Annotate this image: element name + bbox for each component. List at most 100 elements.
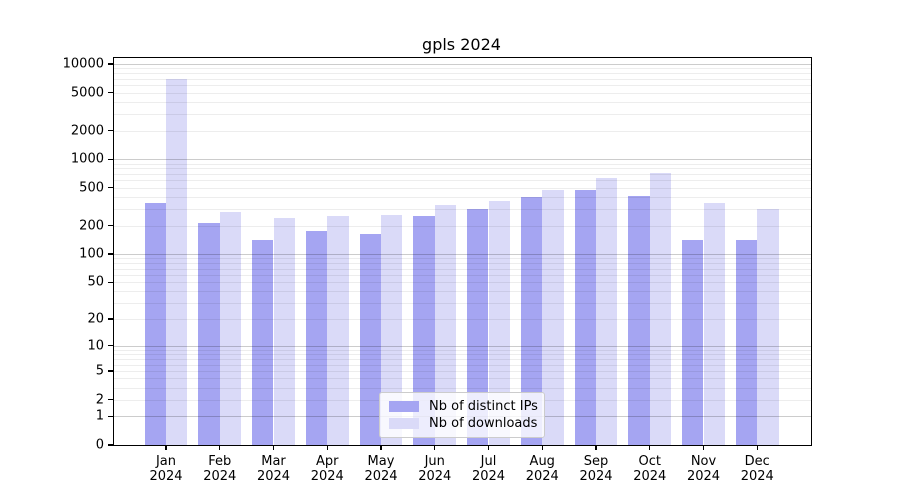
y-tick-mark bbox=[107, 92, 113, 94]
x-tick-mark bbox=[380, 446, 382, 451]
y-tick-label: 1000 bbox=[70, 151, 104, 167]
bar-distinct-ips bbox=[735, 240, 758, 445]
bar-distinct-ips bbox=[305, 231, 328, 445]
bar-downloads bbox=[273, 218, 295, 445]
bar-distinct-ips bbox=[144, 202, 166, 445]
x-tick-label: Apr 2024 bbox=[310, 454, 344, 484]
bar-downloads bbox=[327, 216, 349, 445]
x-tick-mark bbox=[541, 446, 543, 451]
x-tick-mark bbox=[272, 446, 275, 451]
y-gridline-minor bbox=[114, 73, 811, 75]
y-gridline-minor bbox=[114, 274, 811, 276]
bar-downloads bbox=[649, 172, 672, 445]
y-gridline-minor bbox=[114, 370, 811, 372]
y-tick-mark bbox=[107, 158, 113, 160]
y-gridline-minor bbox=[114, 163, 811, 165]
y-tick-mark bbox=[107, 398, 113, 401]
bar-distinct-ips bbox=[359, 233, 381, 445]
x-tick-mark bbox=[434, 446, 436, 451]
chart-title: gpls 2024 bbox=[422, 35, 501, 54]
x-tick-mark bbox=[702, 446, 705, 451]
x-tick-label: Nov 2024 bbox=[686, 454, 721, 484]
bar-distinct-ips bbox=[413, 216, 435, 445]
y-gridline-minor bbox=[114, 387, 811, 389]
y-gridline-major bbox=[114, 159, 811, 161]
bar-downloads bbox=[757, 208, 779, 445]
x-tick-label: Sep 2024 bbox=[579, 454, 613, 484]
y-tick-label: 50 bbox=[87, 274, 104, 290]
y-gridline-major bbox=[114, 254, 811, 256]
y-gridline-minor bbox=[114, 364, 811, 366]
y-tick-mark bbox=[107, 281, 113, 284]
bar-downloads bbox=[488, 201, 510, 445]
y-gridline-minor bbox=[114, 180, 811, 182]
bar-distinct-ips bbox=[252, 240, 274, 445]
x-tick-label: Dec 2024 bbox=[740, 454, 774, 484]
bar-downloads bbox=[219, 211, 242, 445]
y-tick-mark bbox=[107, 224, 113, 227]
y-gridline-minor bbox=[114, 378, 811, 380]
bar-downloads bbox=[703, 202, 725, 445]
y-gridline-minor bbox=[114, 225, 811, 227]
x-tick-label: Jan 2024 bbox=[149, 454, 183, 484]
y-gridline-minor bbox=[114, 359, 811, 360]
y-tick-label: 5000 bbox=[70, 85, 104, 101]
x-tick-mark bbox=[219, 446, 221, 451]
y-gridline-minor bbox=[114, 68, 811, 70]
x-tick-label: Oct 2024 bbox=[633, 454, 667, 484]
x-tick-mark bbox=[487, 446, 490, 451]
y-gridline-minor bbox=[114, 263, 811, 265]
y-tick-mark bbox=[107, 253, 113, 255]
bar-downloads bbox=[542, 190, 564, 445]
y-tick-label: 0 bbox=[95, 437, 104, 453]
y-gridline-minor bbox=[114, 268, 811, 270]
x-tick-label: Feb 2024 bbox=[203, 454, 237, 484]
bar-downloads bbox=[596, 177, 618, 445]
legend-swatch-downloads bbox=[389, 418, 419, 430]
y-tick-label: 10000 bbox=[62, 56, 104, 72]
y-gridline-minor bbox=[114, 187, 811, 189]
y-gridline-minor bbox=[114, 101, 811, 103]
x-tick-mark bbox=[165, 446, 167, 451]
y-gridline-minor bbox=[114, 302, 811, 304]
y-tick-mark bbox=[107, 318, 113, 320]
x-tick-mark bbox=[595, 446, 597, 451]
y-gridline-minor bbox=[114, 130, 811, 132]
legend: Nb of distinct IPs Nb of downloads bbox=[379, 392, 545, 438]
x-tick-mark bbox=[649, 446, 651, 451]
y-tick-label: 2 bbox=[95, 392, 104, 408]
bar-distinct-ips bbox=[467, 208, 489, 445]
y-gridline-minor bbox=[114, 291, 811, 293]
y-tick-label: 20 bbox=[87, 311, 104, 327]
y-gridline-minor bbox=[114, 168, 811, 170]
y-gridline-minor bbox=[114, 173, 811, 175]
y-tick-mark bbox=[107, 63, 113, 65]
y-gridline-minor bbox=[114, 282, 811, 284]
y-gridline-minor bbox=[114, 319, 811, 321]
bar-distinct-ips bbox=[520, 197, 543, 445]
y-gridline-minor bbox=[114, 113, 811, 115]
y-tick-mark bbox=[107, 345, 113, 347]
legend-label-distinct-ips: Nb of distinct IPs bbox=[429, 398, 538, 414]
legend-entry-distinct-ips: Nb of distinct IPs bbox=[389, 398, 538, 414]
y-gridline-minor bbox=[114, 197, 811, 199]
y-gridline-major bbox=[114, 345, 811, 347]
y-tick-label: 500 bbox=[79, 180, 104, 196]
x-tick-label: May 2024 bbox=[364, 454, 398, 484]
y-tick-label: 2000 bbox=[70, 123, 104, 139]
legend-label-downloads: Nb of downloads bbox=[429, 416, 538, 432]
bar-downloads bbox=[434, 205, 457, 445]
y-gridline-minor bbox=[114, 349, 811, 351]
y-gridline-minor bbox=[114, 354, 811, 356]
y-gridline-minor bbox=[114, 208, 811, 210]
x-tick-mark bbox=[756, 446, 758, 451]
x-tick-mark bbox=[326, 446, 328, 451]
bar-downloads bbox=[166, 78, 188, 445]
bar-downloads bbox=[381, 214, 403, 445]
bar-distinct-ips bbox=[574, 190, 596, 445]
bar-distinct-ips bbox=[628, 195, 650, 445]
x-tick-label: Jun 2024 bbox=[418, 454, 452, 484]
x-tick-label: Aug 2024 bbox=[525, 454, 559, 484]
